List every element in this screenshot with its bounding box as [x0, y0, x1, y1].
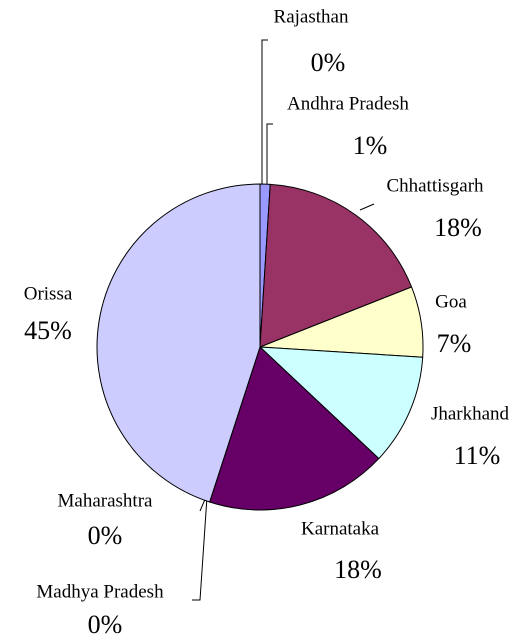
- slice-name: Karnataka: [301, 518, 380, 539]
- leader-line: [359, 203, 375, 211]
- pie-slice: [208, 346, 380, 511]
- slice-value-label: 0%: [311, 48, 346, 77]
- slice-name: Jharkhand: [431, 403, 510, 424]
- pie-slice: [96, 183, 261, 503]
- leader-line: [261, 39, 268, 184]
- slice-value-label: 1%: [353, 131, 388, 160]
- slice-name: Chhattisgarh: [386, 175, 484, 196]
- slice-name: Orissa: [24, 283, 73, 304]
- slice-value-label: 11%: [454, 441, 501, 470]
- slice-value-label: 0%: [88, 610, 123, 639]
- slice-value-label: 45%: [24, 316, 72, 345]
- leader-lines: [192, 39, 375, 601]
- pie-slice: [259, 183, 413, 348]
- pie-slice: [258, 346, 424, 460]
- slice-name: Andhra Pradesh: [287, 93, 409, 114]
- leader-line: [192, 496, 208, 601]
- slice-value-label: 0%: [88, 521, 123, 550]
- slice-value-label: 7%: [437, 329, 472, 358]
- slice-name: Rajasthan: [274, 6, 349, 27]
- slice-name: Maharashtra: [58, 490, 154, 511]
- slice-value-label: 18%: [434, 213, 482, 242]
- slice-name: Madhya Pradesh: [36, 581, 164, 602]
- slice-name: Goa: [435, 291, 467, 312]
- leader-line: [266, 123, 273, 184]
- slice-value-label: 18%: [334, 555, 382, 584]
